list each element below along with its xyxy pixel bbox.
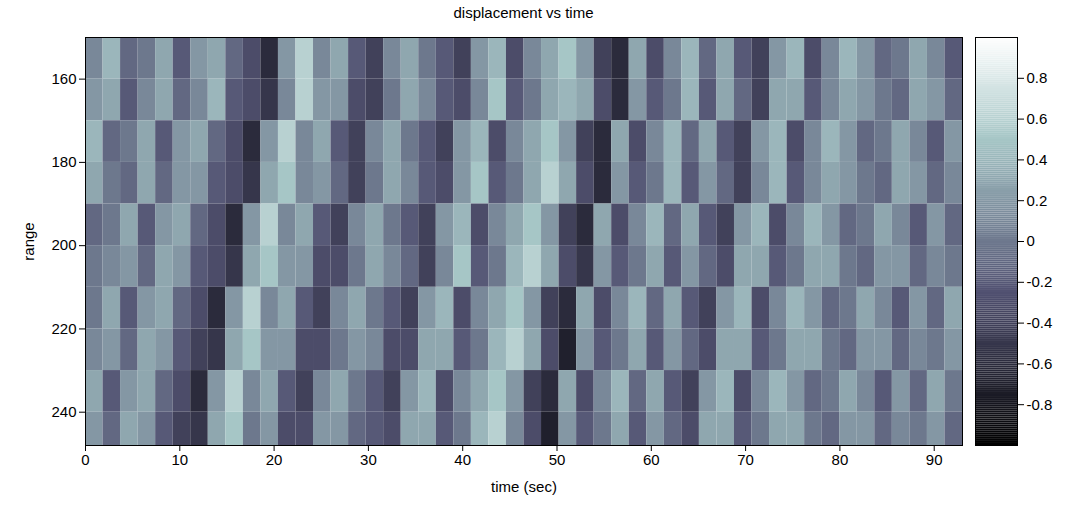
svg-text:0.2: 0.2	[1027, 192, 1048, 209]
svg-text:20: 20	[266, 451, 283, 468]
svg-text:220: 220	[51, 320, 76, 337]
svg-text:0.4: 0.4	[1027, 151, 1048, 168]
svg-text:0.8: 0.8	[1027, 69, 1048, 86]
svg-text:0: 0	[81, 451, 89, 468]
svg-text:-0.2: -0.2	[1027, 273, 1053, 290]
svg-text:-0.8: -0.8	[1027, 396, 1053, 413]
svg-text:70: 70	[737, 451, 754, 468]
svg-text:30: 30	[360, 451, 377, 468]
svg-text:80: 80	[832, 451, 849, 468]
svg-text:0: 0	[1027, 232, 1035, 249]
svg-text:60: 60	[643, 451, 660, 468]
svg-text:range: range	[20, 222, 37, 260]
svg-text:10: 10	[171, 451, 188, 468]
html-text:displacement vs time: displacement vs time	[453, 4, 594, 21]
svg-text:40: 40	[454, 451, 471, 468]
svg-text:160: 160	[51, 70, 76, 87]
svg-text:200: 200	[51, 236, 76, 253]
svg-text:0.6: 0.6	[1027, 110, 1048, 127]
svg-text:-0.6: -0.6	[1027, 355, 1053, 372]
svg-text:50: 50	[549, 451, 566, 468]
svg-text:-0.4: -0.4	[1027, 314, 1053, 331]
svg-text:time (sec): time (sec)	[491, 478, 557, 495]
svg-text:180: 180	[51, 153, 76, 170]
svg-text:240: 240	[51, 403, 76, 420]
svg-text:90: 90	[926, 451, 943, 468]
